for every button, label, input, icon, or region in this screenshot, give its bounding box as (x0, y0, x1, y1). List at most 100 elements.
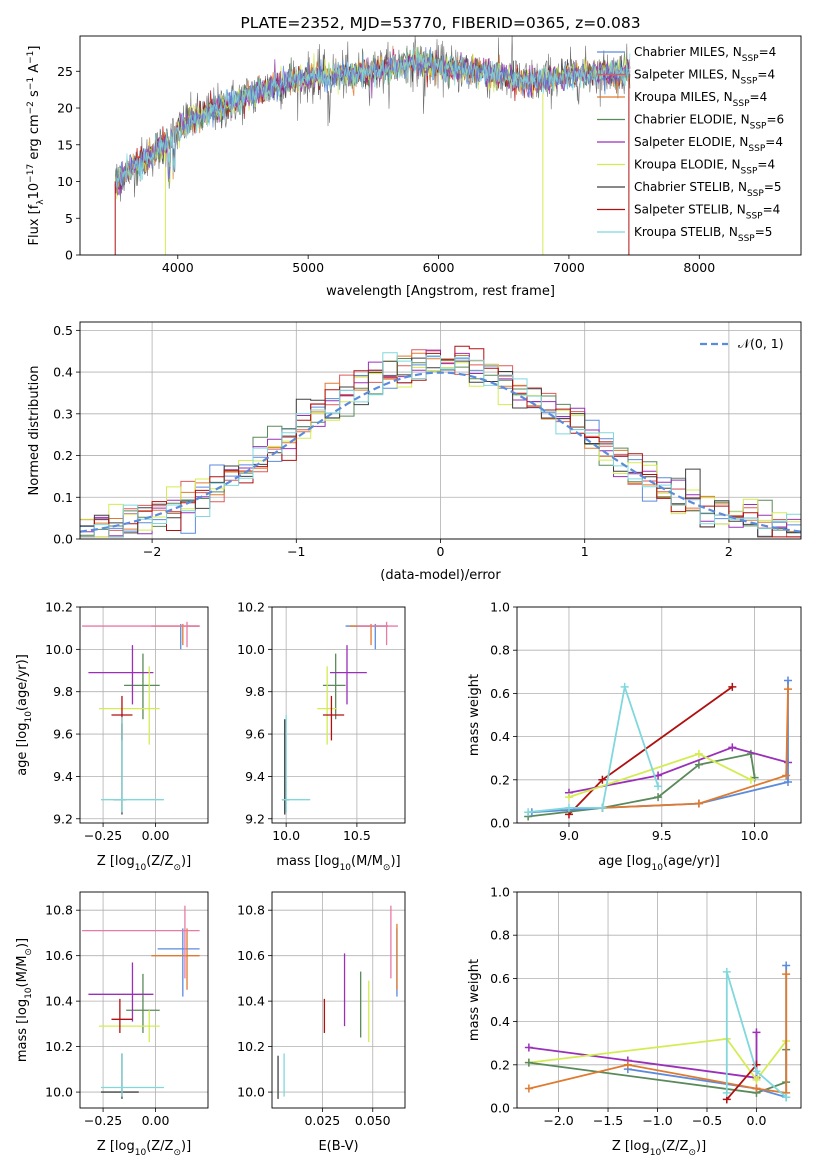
y-tick-label: 0.0 (490, 1101, 510, 1116)
x-tick-label: 7000 (553, 260, 585, 275)
label-part: 10 (340, 863, 352, 873)
label-part: )] (181, 854, 191, 869)
label-part: =5 (755, 225, 773, 239)
y-tick-label: 25 (57, 64, 73, 79)
x-tick-label: 5000 (292, 260, 324, 275)
axes-frame (79, 35, 802, 256)
label-part: 10 (135, 863, 147, 873)
y-tick-label: 9.4 (245, 769, 265, 784)
label-part: −2 (26, 101, 36, 114)
x-axis-label: mass [log10(M/M⊙)] (276, 854, 400, 873)
label-part: =5 (764, 180, 782, 194)
weight-marker (728, 743, 737, 752)
y-tick-label: 10.4 (45, 994, 73, 1009)
y-tick-label: 0.0 (53, 532, 73, 547)
label-part: mass [log (276, 854, 339, 869)
label-part: age [log (598, 854, 651, 869)
y-tick-label: 0.5 (53, 323, 73, 338)
y-tick-label: 10.6 (237, 948, 265, 963)
y-axis-label: mass weight (467, 959, 482, 1041)
weight-marker (623, 1060, 632, 1069)
label-part: =4 (750, 90, 768, 104)
x-tick-label: 9.5 (652, 828, 672, 843)
model-spectrum-kroupa_stelib (114, 47, 631, 188)
weight-lines (524, 961, 791, 1104)
errorbar-group (82, 621, 200, 815)
label-part: )] (390, 854, 400, 869)
weight-series-salpeter_elodie (528, 1032, 758, 1079)
weight-series-kroupa_stelib (528, 683, 659, 814)
y-axis-label: Flux [fλ10−17 erg cm−2 s−1 A−1] (26, 46, 46, 246)
normal-curve (80, 371, 801, 533)
weight-marker (620, 682, 629, 691)
y-tick-label: 10.2 (45, 1039, 73, 1054)
label-part: 10 (651, 863, 663, 873)
label-part: Kroupa STELIB, N (634, 225, 738, 239)
label-part: =4 (757, 68, 775, 82)
label-part: (M/M (15, 956, 30, 988)
weight-marker (746, 775, 755, 784)
y-tick-label: 10.2 (237, 1039, 265, 1054)
residual-histogram-salpeter_stelib (80, 345, 801, 538)
label-part: 10 (24, 987, 34, 999)
x-tick-label: −2.0 (543, 1113, 573, 1128)
label-part: SSP (733, 99, 750, 109)
weight-marker (722, 1088, 731, 1097)
label-part: (Z/Z (661, 1139, 688, 1154)
weight-marker (524, 808, 533, 817)
x-tick-label: −1 (287, 544, 305, 559)
label-part: (age/yr)] (15, 654, 30, 711)
label-part: 𝒩 (738, 336, 753, 351)
legend-label: Salpeter STELIB, NSSP=4 (634, 203, 780, 222)
legend-label: 𝒩(0, 1) (738, 336, 784, 351)
weight-series-kroupa_stelib (725, 971, 787, 1098)
weight-series-salpeter_elodie (568, 746, 789, 794)
weight-marker (722, 967, 731, 976)
y-tick-label: 10.2 (45, 600, 73, 615)
weight-marker (694, 760, 703, 769)
legend-label: Kroupa MILES, NSSP=4 (634, 90, 767, 109)
y-tick-label: 5 (65, 211, 73, 226)
label-part: erg cm (27, 114, 42, 163)
x-tick-label: −1.0 (642, 1113, 672, 1128)
label-part: (Z/Z (146, 854, 173, 869)
weight-marker (752, 1075, 761, 1084)
legend-label: Chabrier ELODIE, NSSP=6 (634, 113, 784, 132)
y-tick-label: 10.6 (45, 948, 73, 963)
histogram-group (80, 345, 801, 538)
axes-frame (516, 606, 802, 824)
y-tick-label: 0.4 (490, 1014, 510, 1029)
weight-marker (728, 682, 737, 691)
weight-marker (524, 1043, 533, 1052)
label-part: (data-model)/error (380, 568, 501, 583)
y-tick-label: 0.2 (53, 448, 73, 463)
y-tick-label: 0.1 (53, 490, 73, 505)
label-part: SSP (747, 189, 764, 199)
spectrum-lines (114, 36, 631, 255)
label-part: (age/yr)] (663, 854, 720, 869)
x-axis-label: Z [log10(Z/Z⊙)] (97, 1139, 191, 1158)
label-part: ⊙ (173, 1148, 181, 1158)
x-tick-label: 10.0 (272, 828, 300, 843)
y-axis-label: mass [log10(M/M⊙)] (15, 938, 34, 1062)
y-tick-label: 0.8 (490, 643, 510, 658)
weight-marker (752, 1028, 761, 1037)
label-part: wavelength [Angstrom, rest frame] (326, 284, 555, 299)
label-part: ] (27, 46, 42, 51)
label-part: mass weight (467, 959, 482, 1041)
x-tick-label: −2 (143, 544, 161, 559)
label-part: Normed distribution (27, 366, 42, 496)
y-tick-label: 0.2 (490, 772, 510, 787)
y-tick-label: 0.3 (53, 406, 73, 421)
label-part: )] (15, 938, 30, 948)
label-part: 10 (27, 183, 42, 200)
label-part: age [log (15, 723, 30, 776)
y-tick-label: 10.4 (237, 994, 265, 1009)
label-part: −1 (26, 51, 36, 64)
label-part: A (27, 64, 42, 77)
legend-label: Salpeter MILES, NSSP=4 (634, 68, 775, 87)
y-tick-label: 9.8 (245, 684, 265, 699)
y-tick-label: 10.0 (237, 642, 265, 657)
y-tick-label: 9.2 (53, 811, 73, 826)
x-axis-label: age [log10(age/yr)] (598, 854, 720, 873)
